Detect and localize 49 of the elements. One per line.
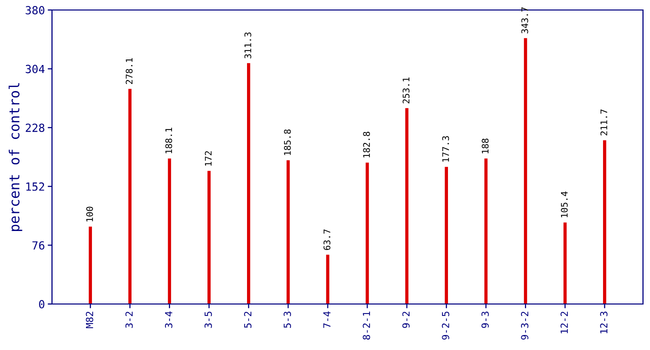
x-tick-label: 12-2: [560, 312, 568, 334]
bar: [207, 170, 211, 304]
y-axis-title: percent of control: [8, 83, 22, 231]
x-tick-label: 8-2-1: [362, 312, 370, 340]
y-tick-label: 228: [26, 124, 44, 132]
x-tick-label: 9-2-5: [442, 312, 450, 340]
x-tick-label: 9-3: [481, 312, 489, 328]
data-label: 182.8: [363, 132, 370, 158]
bar: [563, 222, 567, 304]
bar: [168, 158, 172, 304]
x-tick-label: 5-3: [284, 312, 292, 328]
data-label: 311.3: [244, 32, 252, 58]
y-tick-label: 304: [26, 64, 45, 74]
x-tick-label: 12-3: [600, 312, 608, 334]
data-label: 211.7: [600, 110, 608, 136]
bar: [484, 158, 488, 304]
bar: [286, 160, 290, 304]
bar: [366, 162, 369, 304]
data-label: 100: [86, 206, 94, 222]
x-tick-label: 7-4: [323, 311, 330, 328]
x-tick-label: 9-3-2: [521, 312, 528, 340]
data-label: 177.3: [442, 136, 450, 162]
data-label: 188: [482, 138, 489, 154]
bar: [524, 38, 528, 304]
bar: [247, 63, 250, 304]
bar: [405, 108, 408, 304]
x-tick-label: 9-2: [402, 312, 410, 328]
y-tick-label: 76: [32, 241, 44, 250]
data-label: 185.8: [284, 129, 291, 155]
data-label: 278.1: [126, 58, 133, 84]
data-label: 63.7: [324, 229, 330, 250]
bar: [128, 88, 132, 304]
data-label: 253.1: [402, 77, 410, 104]
y-tick-label: 0: [39, 300, 44, 308]
x-tick-label: 3-5: [204, 312, 212, 328]
data-label: 343.7: [521, 7, 528, 34]
y-tick-label: 380: [26, 6, 44, 14]
x-tick-label: 3-2: [125, 312, 133, 328]
bar: [88, 226, 92, 304]
bar: [603, 140, 606, 304]
x-tick-label: M82: [86, 312, 94, 328]
data-label: 188.1: [165, 128, 172, 154]
y-tick-label: 152: [26, 182, 44, 191]
data-label: 105.4: [560, 192, 568, 218]
bar: [326, 254, 330, 304]
data-label: 172: [204, 151, 212, 166]
x-tick-label: 3-4: [164, 311, 172, 328]
bar: [444, 166, 448, 304]
x-tick-label: 5-2: [244, 312, 252, 328]
